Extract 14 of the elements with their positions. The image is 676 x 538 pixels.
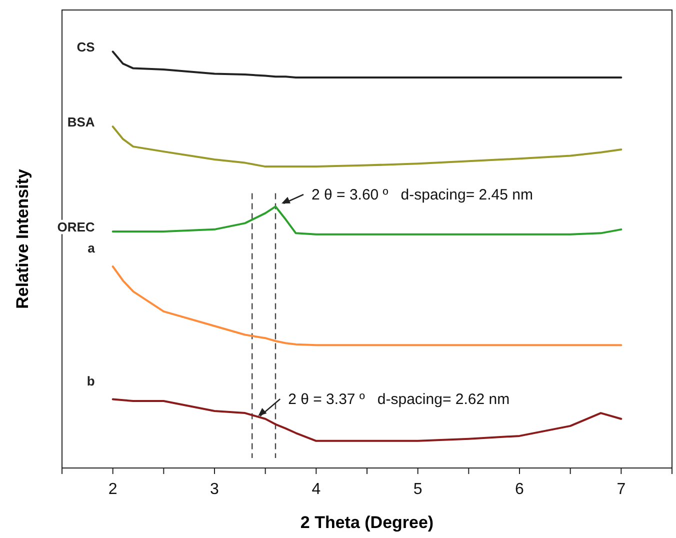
x-tick-label: 2 bbox=[108, 481, 118, 498]
annotation: 2 θ = 3.60 º d-spacing= 2.45 nm bbox=[312, 186, 533, 204]
series-label: BSA bbox=[67, 114, 96, 130]
series-label: b bbox=[86, 373, 95, 388]
y-axis-title: Relative Intensity bbox=[13, 168, 32, 309]
series-label: CS bbox=[76, 40, 96, 55]
series-label: a bbox=[88, 240, 96, 256]
x-tick-label: 3 bbox=[210, 481, 220, 498]
x-tick-label: 6 bbox=[515, 481, 524, 498]
annotation: 2 θ = 3.37 º d-spacing= 2.62 nm bbox=[288, 391, 510, 408]
x-tick-label: 4 bbox=[312, 481, 321, 498]
x-tick-label: 5 bbox=[413, 481, 422, 498]
x-tick-label: 7 bbox=[616, 481, 626, 498]
x-axis-title: 2 Theta (Degree) bbox=[300, 513, 434, 532]
